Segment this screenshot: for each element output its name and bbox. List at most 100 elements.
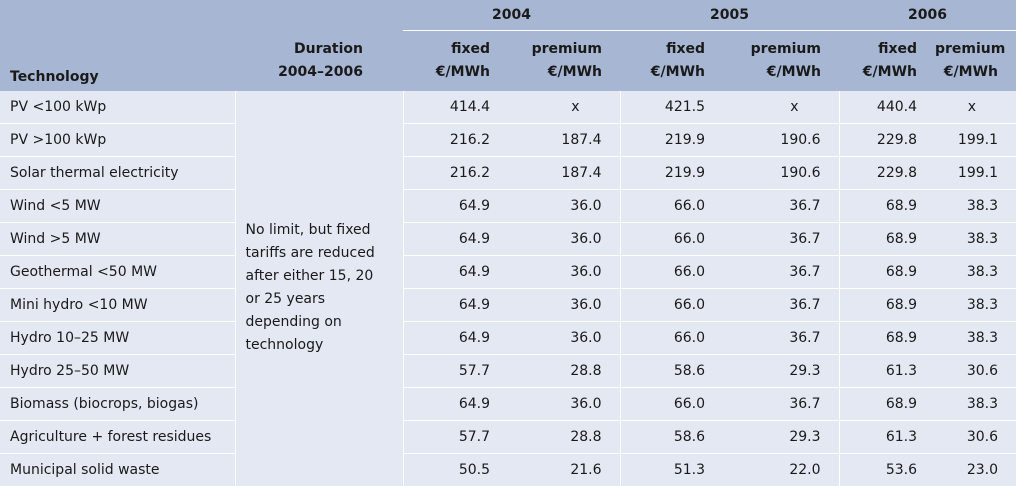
value-cell: 38.3 [935, 386, 1016, 420]
value-cell: 29.3 [723, 419, 839, 453]
value-cell: 414.4 [402, 90, 508, 123]
premium-label: premium [935, 40, 1006, 57]
technology-cell: PV <100 kWp [0, 90, 236, 123]
premium-header-2006: premium €/MWh [935, 30, 1016, 91]
value-cell: 36.0 [508, 287, 620, 321]
table-row: Biomass (biocrops, biogas) 64.9 36.0 66.0 36… [0, 386, 1016, 420]
value-cell: 30.6 [935, 353, 1016, 387]
value-cell: x [967, 98, 976, 115]
duration-header: Duration 2004–2006 [235, 30, 403, 91]
technology-cell: Municipal solid waste [0, 452, 236, 486]
value-cell: 21.6 [508, 452, 620, 486]
value-cell: 57.7 [402, 419, 508, 453]
premium-header-2004: premium €/MWh [508, 30, 620, 91]
value-cell: 36.7 [723, 386, 839, 420]
value-cell: 28.8 [508, 419, 620, 453]
fixed-label: fixed [878, 40, 917, 57]
header-blank [0, 0, 403, 31]
value-cell: 36.7 [723, 320, 839, 354]
value-cell: 30.6 [935, 419, 1016, 453]
value-cell: 66.0 [619, 221, 723, 255]
value-cell: 440.4 [838, 90, 935, 123]
value-cell: 187.4 [508, 155, 620, 189]
value-cell: 61.3 [838, 419, 935, 453]
unit-label: €/MWh [766, 63, 821, 80]
value-cell: 36.0 [508, 386, 620, 420]
value-cell: 199.1 [935, 155, 1016, 189]
value-cell: 64.9 [402, 221, 508, 255]
table-row: Hydro 10–25 MW 64.9 36.0 66.0 36.7 68.9 38.3 [0, 320, 1016, 354]
value-cell: 229.8 [838, 122, 935, 156]
technology-cell: Wind >5 MW [0, 221, 236, 255]
value-cell: 38.3 [935, 254, 1016, 288]
value-cell: 36.0 [508, 254, 620, 288]
value-cell: 38.3 [935, 320, 1016, 354]
unit-label: €/MWh [862, 63, 917, 80]
value-cell: x [790, 98, 799, 115]
value-cell: 64.9 [402, 386, 508, 420]
value-cell: 36.7 [723, 188, 839, 222]
value-cell: 68.9 [838, 188, 935, 222]
table-row: Solar thermal electricity 216.2 187.4 219.9… [0, 155, 1016, 189]
unit-label: €/MWh [435, 63, 490, 80]
value-cell: 199.1 [935, 122, 1016, 156]
unit-label: €/MWh [943, 63, 998, 80]
fixed-header-2005: fixed €/MWh [620, 30, 723, 91]
value-cell: 36.7 [723, 287, 839, 321]
value-cell: 51.3 [619, 452, 723, 486]
fixed-label: fixed [666, 40, 705, 57]
value-cell: 38.3 [935, 188, 1016, 222]
table-row: Municipal solid waste 50.5 21.6 51.3 22.0 53.… [0, 452, 1016, 486]
value-cell: 64.9 [402, 254, 508, 288]
technology-cell: Wind <5 MW [0, 188, 236, 222]
technology-cell: Solar thermal electricity [0, 155, 236, 189]
value-cell: 29.3 [723, 353, 839, 387]
value-cell: 229.8 [838, 155, 935, 189]
value-cell: 64.9 [402, 287, 508, 321]
value-cell: 68.9 [838, 320, 935, 354]
value-cell: 216.2 [402, 155, 508, 189]
value-cell: 66.0 [619, 386, 723, 420]
value-cell: 66.0 [619, 188, 723, 222]
value-cell: 68.9 [838, 254, 935, 288]
duration-note: No limit, but fixed tariffs are reduced … [235, 90, 404, 486]
value-cell: 64.9 [402, 320, 508, 354]
unit-label: €/MWh [547, 63, 602, 80]
value-cell: 23.0 [935, 452, 1016, 486]
technology-cell: Hydro 10–25 MW [0, 320, 236, 354]
value-cell: 66.0 [619, 254, 723, 288]
value-cell: 68.9 [838, 386, 935, 420]
value-cell: 38.3 [935, 221, 1016, 255]
fixed-label: fixed [451, 40, 490, 57]
technology-cell: Geothermal <50 MW [0, 254, 236, 288]
table-row: PV <100 kWp No limit, but fixed tariffs a… [0, 90, 1016, 486]
year-header-2005: 2005 [620, 0, 839, 31]
technology-cell: PV >100 kWp [0, 122, 236, 156]
value-cell: 58.6 [619, 419, 723, 453]
value-cell: 53.6 [838, 452, 935, 486]
table-row: Wind <5 MW 64.9 36.0 66.0 36.7 68.9 38.3 [0, 188, 1016, 222]
table-body: PV <100 kWp No limit, but fixed tariffs a… [0, 90, 1016, 486]
duration-header-line2: 2004–2006 [278, 63, 363, 80]
technology-header: Technology [0, 30, 235, 91]
value-cell: 219.9 [619, 122, 723, 156]
table-row: Mini hydro <10 MW 64.9 36.0 66.0 36.7 68.9 38.… [0, 287, 1016, 321]
unit-label: €/MWh [650, 63, 705, 80]
value-cell: 36.7 [723, 254, 839, 288]
value-cell: 190.6 [723, 155, 839, 189]
table-row: Geothermal <50 MW 64.9 36.0 66.0 36.7 68.9 38.… [0, 254, 1016, 288]
duration-header-line1: Duration [293, 40, 363, 57]
value-cell: 58.6 [619, 353, 723, 387]
value-cell: 187.4 [508, 122, 620, 156]
value-cell: 66.0 [619, 320, 723, 354]
value-cell: 421.5 [619, 90, 723, 123]
value-cell: 219.9 [619, 155, 723, 189]
value-cell: 36.7 [723, 221, 839, 255]
technology-cell: Hydro 25–50 MW [0, 353, 236, 387]
premium-label: premium [750, 40, 821, 57]
value-cell: 68.9 [838, 287, 935, 321]
value-cell: 190.6 [723, 122, 839, 156]
value-cell: 61.3 [838, 353, 935, 387]
value-cell: 50.5 [402, 452, 508, 486]
table-row: Agriculture + forest residues 57.7 28.8 58.… [0, 419, 1016, 453]
